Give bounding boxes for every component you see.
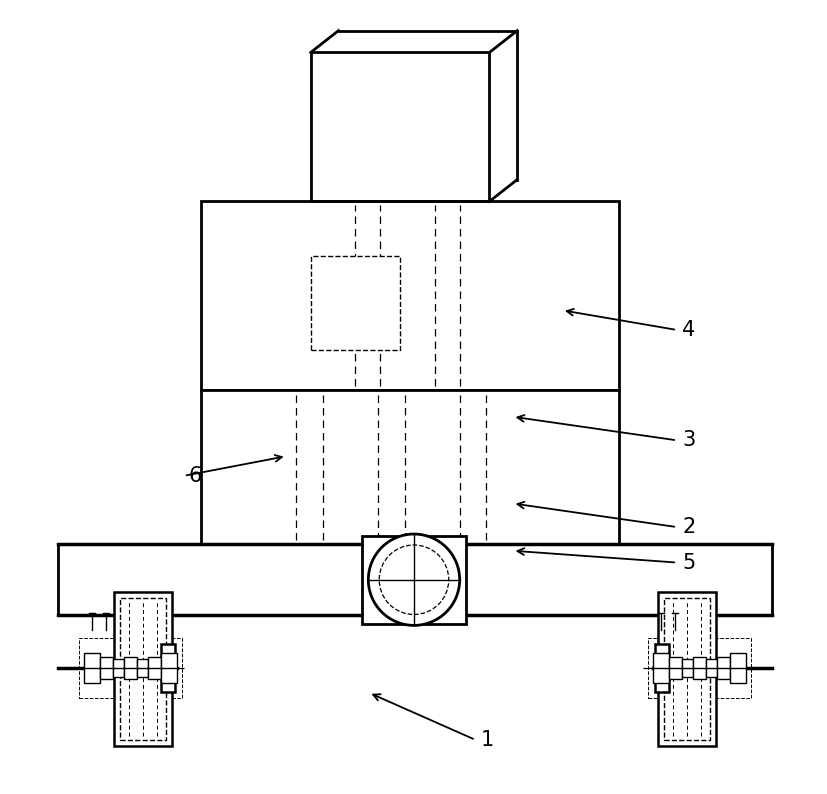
Bar bbox=[57, 544, 772, 615]
Bar bbox=[310, 256, 399, 350]
Bar bbox=[136, 659, 148, 677]
Bar bbox=[729, 653, 745, 683]
Text: 3: 3 bbox=[681, 430, 695, 450]
Bar bbox=[653, 653, 668, 683]
Bar bbox=[648, 638, 750, 698]
Text: 4: 4 bbox=[681, 320, 695, 340]
Bar bbox=[79, 638, 181, 698]
Bar bbox=[201, 390, 618, 544]
Bar bbox=[100, 657, 113, 679]
Circle shape bbox=[379, 545, 448, 615]
Bar bbox=[681, 659, 692, 677]
Bar bbox=[148, 657, 160, 679]
Bar bbox=[692, 657, 705, 679]
Bar bbox=[705, 659, 716, 677]
Bar bbox=[84, 653, 100, 683]
Bar bbox=[160, 644, 174, 692]
Bar bbox=[362, 536, 465, 623]
Bar bbox=[160, 653, 176, 683]
Text: 5: 5 bbox=[681, 553, 695, 572]
Bar bbox=[716, 657, 729, 679]
Text: 2: 2 bbox=[681, 517, 695, 537]
Bar bbox=[124, 657, 136, 679]
Bar bbox=[657, 592, 715, 746]
Circle shape bbox=[368, 534, 459, 626]
Bar bbox=[663, 598, 709, 739]
Bar bbox=[114, 592, 171, 746]
Bar bbox=[113, 659, 124, 677]
Text: 6: 6 bbox=[189, 466, 202, 486]
Bar bbox=[201, 202, 618, 390]
Bar bbox=[654, 644, 668, 692]
Bar bbox=[668, 657, 681, 679]
Text: 1: 1 bbox=[480, 730, 493, 750]
Bar bbox=[120, 598, 165, 739]
